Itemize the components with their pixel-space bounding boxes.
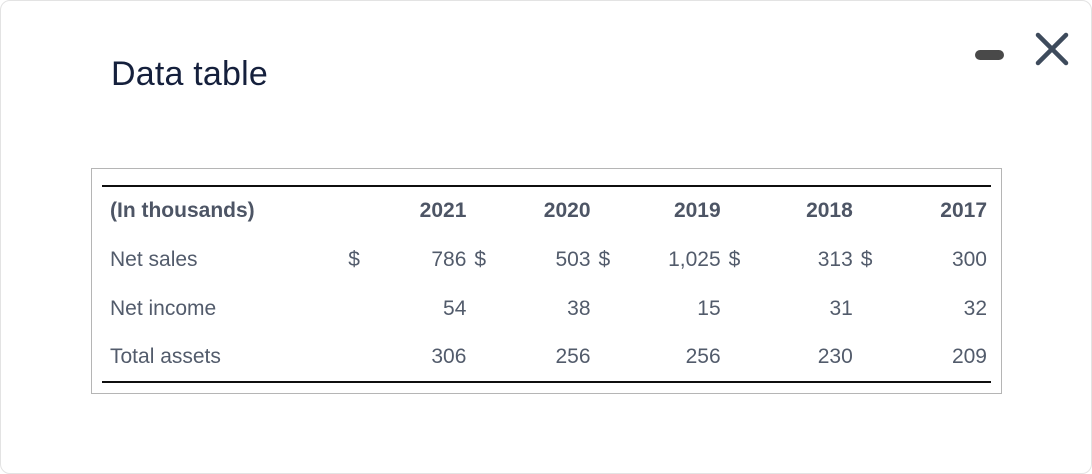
currency-symbol: $ xyxy=(348,247,360,271)
column-header-2018: 2018 xyxy=(806,199,853,222)
cell-value: 313 xyxy=(817,247,853,271)
cell-value: 256 xyxy=(555,345,591,368)
currency-symbol: $ xyxy=(598,247,611,271)
header-row: (In thousands) 2021 2020 2019 2018 2017 xyxy=(102,186,991,235)
table-container: (In thousands) 2021 2020 2019 2018 2017 … xyxy=(91,168,1002,394)
page-title: Data table xyxy=(111,55,268,93)
currency-cell-empty xyxy=(344,284,374,333)
currency-symbol: $ xyxy=(728,247,741,271)
currency-symbol: $ xyxy=(474,247,487,271)
cell-value: 300 xyxy=(951,247,987,271)
column-header-2019: 2019 xyxy=(673,199,721,222)
table-row-net-income: Net income 54 38 15 31 32 xyxy=(102,284,991,333)
row-label: Net income xyxy=(110,296,217,320)
cell-value: 230 xyxy=(817,345,853,368)
column-header-units: (In thousands) xyxy=(110,199,255,222)
currency-symbol: $ xyxy=(860,247,873,271)
currency-cell-empty xyxy=(595,333,625,382)
currency-cell-empty xyxy=(857,284,889,333)
currency-cell-empty xyxy=(470,333,500,382)
cell-value: 54 xyxy=(443,296,467,320)
cell-value: 256 xyxy=(685,345,721,368)
column-header-2021: 2021 xyxy=(419,199,467,222)
row-label: Total assets xyxy=(110,345,221,368)
minimize-button[interactable] xyxy=(975,50,1004,60)
cell-value: 15 xyxy=(697,296,721,320)
currency-cell-empty xyxy=(470,284,500,333)
currency-cell-empty xyxy=(344,333,374,382)
column-header-2017: 2017 xyxy=(940,199,987,222)
currency-cell-empty xyxy=(857,333,889,382)
cell-value: 786 xyxy=(431,247,467,271)
table-row-net-sales: Net sales $ 786 $ 503 $ 1,025 $ 313 $ 30… xyxy=(102,235,991,284)
cell-value: 38 xyxy=(567,296,591,320)
cell-value: 31 xyxy=(829,296,853,320)
currency-cell-empty xyxy=(595,284,625,333)
cell-value: 503 xyxy=(555,247,591,271)
column-header-2020: 2020 xyxy=(543,199,591,222)
close-icon xyxy=(1035,32,1069,66)
currency-cell-empty xyxy=(725,284,757,333)
table-row-total-assets: Total assets 306 256 256 230 209 xyxy=(102,333,991,382)
cell-value: 209 xyxy=(951,345,987,368)
close-button[interactable] xyxy=(1032,29,1072,69)
row-label: Net sales xyxy=(110,247,198,271)
cell-value: 1,025 xyxy=(668,247,721,271)
cell-value: 32 xyxy=(963,296,987,320)
cell-value: 306 xyxy=(431,345,467,368)
currency-cell-empty xyxy=(725,333,757,382)
financial-table: (In thousands) 2021 2020 2019 2018 2017 … xyxy=(102,185,991,383)
